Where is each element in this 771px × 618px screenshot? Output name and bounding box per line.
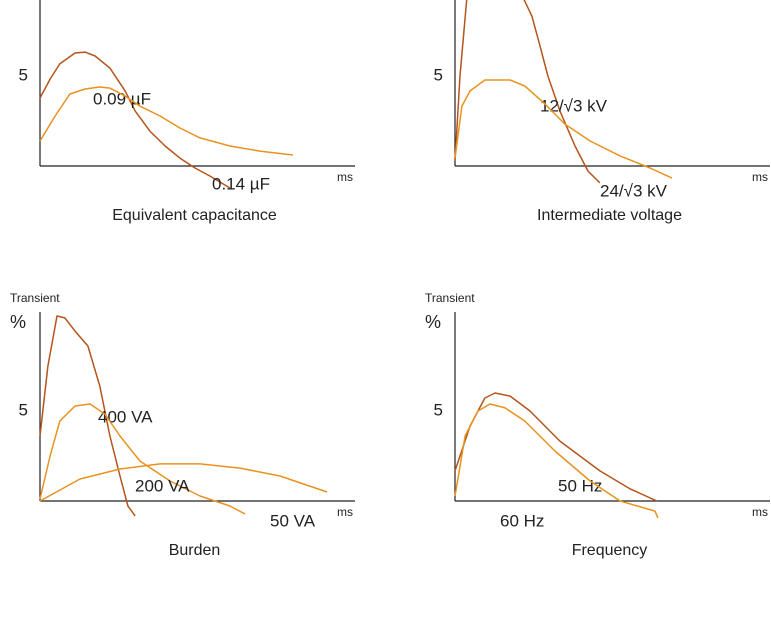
y-axis-label: Transient [425, 291, 475, 305]
series-label: 60 Hz [500, 511, 544, 530]
x-axis-label: ms [337, 170, 353, 184]
y-tick-label: 5 [434, 400, 443, 419]
chart-title: Equivalent capacitance [112, 207, 277, 224]
x-axis-label: ms [752, 505, 768, 519]
curve [454, 79, 673, 179]
curve [39, 51, 231, 189]
x-axis-label: ms [752, 170, 768, 184]
y-tick-label: 5 [434, 65, 443, 84]
curve [39, 86, 293, 156]
curve [39, 463, 328, 502]
y-axis-label: Transient [10, 291, 60, 305]
y-axis-unit: % [10, 312, 26, 332]
series-label: 0.09 µF [93, 89, 151, 108]
curve [454, 0, 601, 184]
series-label: 24/√3 kV [600, 181, 668, 200]
y-tick-label: 5 [19, 65, 28, 84]
series-label: 50 Hz [558, 476, 602, 495]
series-label: 12/√3 kV [540, 96, 608, 115]
y-tick-label: 5 [19, 400, 28, 419]
x-axis-label: ms [337, 505, 353, 519]
series-label: 400 VA [98, 407, 153, 426]
series-label: 50 VA [270, 511, 316, 530]
chart-title: Intermediate voltage [537, 207, 682, 224]
y-axis-unit: % [425, 312, 441, 332]
curve [39, 315, 136, 517]
curve [454, 403, 659, 519]
curve [39, 403, 246, 515]
series-label: 200 VA [135, 476, 190, 495]
chart-title: Burden [169, 542, 221, 559]
curve [454, 392, 658, 502]
chart-title: Frequency [572, 542, 648, 559]
series-label: 0.14 µF [212, 174, 270, 193]
